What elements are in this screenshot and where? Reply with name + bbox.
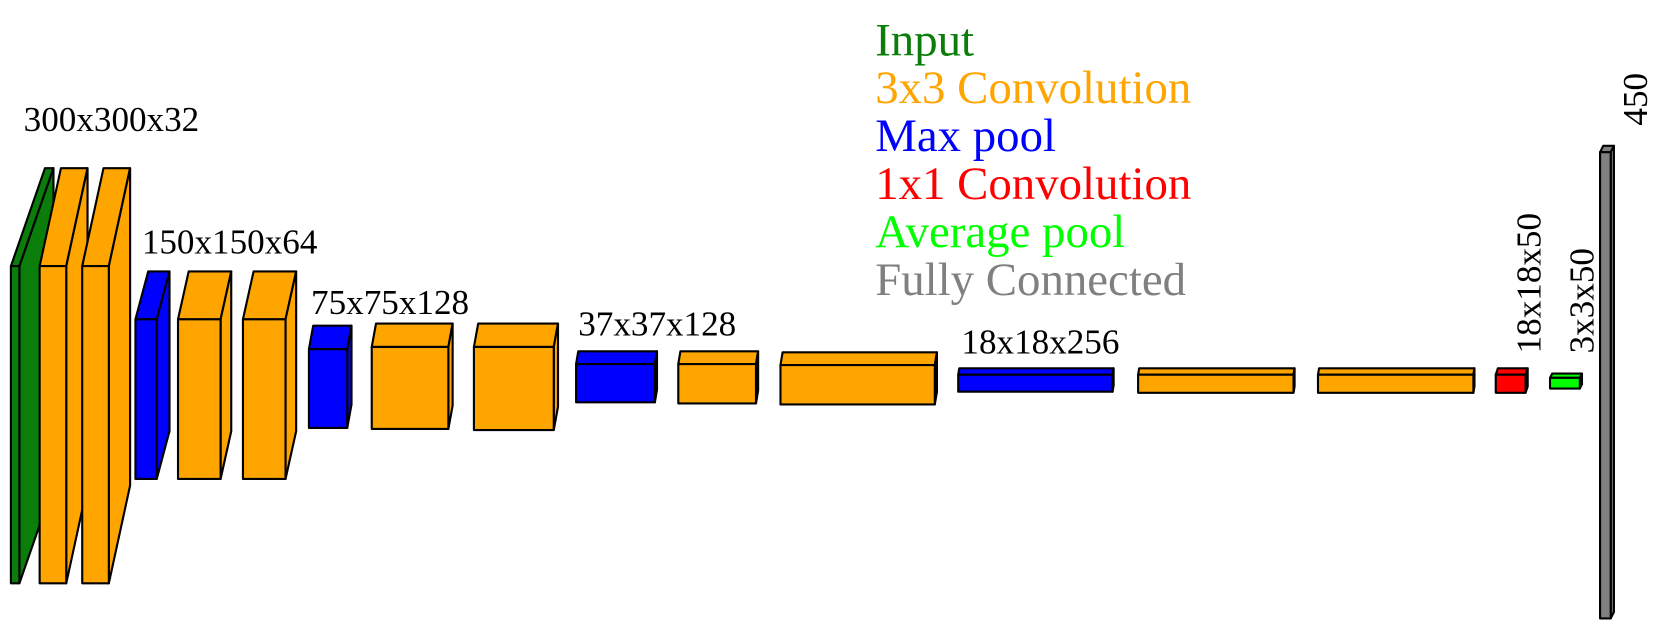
legend-entry: 1x1 Convolution [875, 158, 1191, 210]
layer-block [779, 351, 939, 406]
block-front [176, 318, 222, 481]
block-top [779, 351, 939, 367]
layer-block [38, 167, 89, 585]
layer-block [957, 367, 1115, 393]
block-front [307, 348, 349, 429]
block-front [1137, 373, 1295, 394]
block-top [370, 322, 454, 349]
layer-block [1137, 367, 1296, 394]
block-top [677, 350, 760, 366]
block-front [38, 265, 68, 585]
dimension-label: 150x150x64 [142, 222, 318, 261]
block-front [1494, 373, 1527, 394]
layer-block [1316, 367, 1476, 394]
dimension-label: 3x3x50 [1563, 248, 1602, 353]
block-front [1599, 151, 1612, 620]
dimension-label: 75x75x128 [311, 283, 469, 322]
dimension-label: 18x18x256 [961, 322, 1119, 361]
legend-entry: 3x3 Convolution [875, 62, 1191, 114]
layer-block [81, 167, 132, 585]
block-front [1316, 373, 1475, 394]
layer-block [307, 324, 353, 429]
layer-block [1548, 372, 1584, 390]
block-front [370, 345, 450, 431]
block-front [9, 265, 21, 585]
block-front [241, 318, 287, 481]
legend-entry: Max pool [875, 110, 1056, 162]
layer-block [575, 350, 659, 404]
dimension-label: 37x37x128 [578, 304, 736, 343]
labels: 300x300x32 150x150x64 75x75x128 37x37x128 18… [24, 73, 1655, 361]
block-front [677, 362, 758, 405]
layer-block [176, 270, 233, 481]
layer-block [370, 322, 454, 431]
block-front [134, 318, 158, 481]
layer-block [472, 322, 560, 432]
block-front [81, 265, 110, 585]
block-top [575, 350, 659, 366]
layer-block [1599, 144, 1615, 620]
block-front [1548, 376, 1581, 390]
dimension-label: 18x18x50 [1509, 213, 1548, 353]
legend-entry: Average pool [875, 206, 1125, 258]
block-top [472, 322, 560, 349]
block-front [957, 373, 1114, 393]
layer-block [1494, 367, 1529, 394]
layer-block [241, 270, 298, 481]
block-front [472, 345, 555, 432]
layer-block [134, 270, 171, 481]
legend-entry: Fully Connected [875, 254, 1186, 306]
dimension-label: 300x300x32 [24, 100, 200, 139]
block-top [307, 324, 353, 351]
layer-block [677, 350, 760, 405]
blocks [9, 144, 1615, 620]
block-front [779, 364, 936, 406]
dimension-label: 450 [1616, 73, 1655, 126]
legend-entry: Input [875, 14, 974, 66]
block-front [575, 362, 656, 404]
